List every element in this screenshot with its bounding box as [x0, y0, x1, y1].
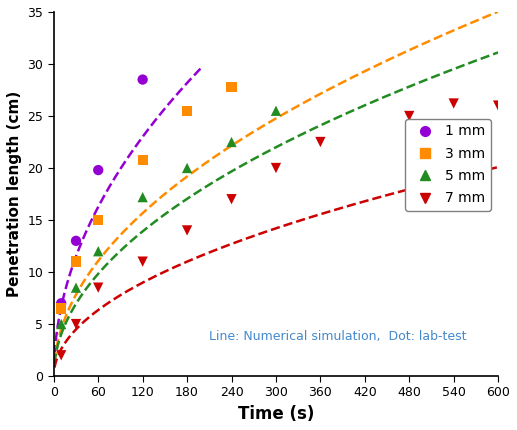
Point — [405, 113, 414, 120]
Point — [139, 156, 147, 163]
Point — [57, 352, 65, 359]
Point — [72, 284, 80, 291]
Legend: 1 mm, 3 mm, 5 mm, 7 mm: 1 mm, 3 mm, 5 mm, 7 mm — [405, 119, 491, 211]
Point — [94, 167, 102, 174]
Point — [450, 100, 458, 107]
Point — [94, 284, 102, 291]
Point — [227, 196, 236, 203]
Point — [57, 300, 65, 307]
Point — [316, 138, 325, 145]
Point — [139, 194, 147, 200]
Point — [227, 138, 236, 145]
Y-axis label: Penetration length (cm): Penetration length (cm) — [7, 91, 22, 297]
Point — [72, 258, 80, 265]
Point — [72, 321, 80, 328]
Point — [183, 165, 191, 172]
Point — [139, 258, 147, 265]
Point — [183, 227, 191, 234]
Point — [139, 76, 147, 83]
Point — [94, 248, 102, 255]
Point — [272, 165, 280, 172]
Text: Line: Numerical simulation,  Dot: lab-test: Line: Numerical simulation, Dot: lab-tes… — [209, 330, 467, 343]
X-axis label: Time (s): Time (s) — [238, 405, 314, 423]
Point — [227, 83, 236, 90]
Point — [72, 237, 80, 244]
Point — [272, 108, 280, 114]
Point — [183, 108, 191, 114]
Point — [57, 305, 65, 312]
Point — [57, 321, 65, 328]
Point — [494, 102, 502, 109]
Point — [94, 217, 102, 224]
